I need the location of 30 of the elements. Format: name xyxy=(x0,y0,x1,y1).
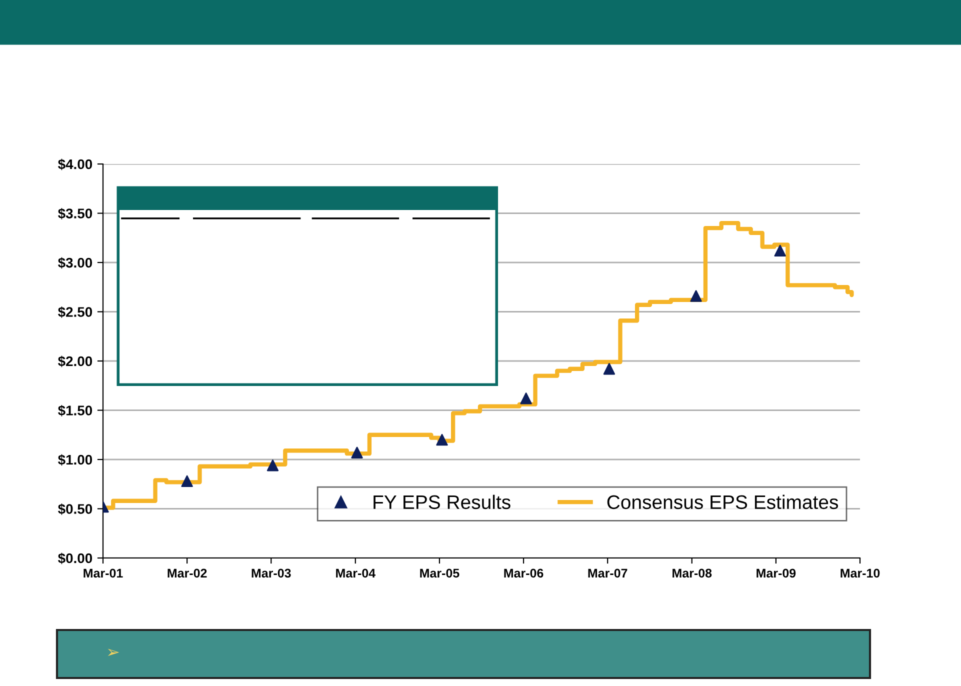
x-tick-label: Mar-01 xyxy=(84,568,123,578)
point xyxy=(520,392,532,404)
x-tick-label: Mar-09 xyxy=(756,568,796,578)
y-tick-label: $1.50 xyxy=(58,404,92,416)
x-tick-label: Mar-05 xyxy=(420,568,460,578)
x-tick-label: Mar-08 xyxy=(672,568,712,578)
y-tick-label: $2.00 xyxy=(58,356,92,368)
y-tick-label: $3.50 xyxy=(58,208,92,220)
x-tick-label: Mar-04 xyxy=(336,568,376,578)
x-tick-label: Mar-02 xyxy=(168,568,207,578)
x-tick-label: Mar-10 xyxy=(840,568,880,578)
legend-label: FY EPS Results xyxy=(374,494,510,510)
y-tick-label: $4.00 xyxy=(58,158,92,170)
point xyxy=(351,446,363,458)
point xyxy=(436,434,448,446)
y-tick-label: $3.00 xyxy=(58,257,92,269)
y-tick-label: $1.00 xyxy=(58,454,92,466)
x-tick-label: Mar-03 xyxy=(252,568,291,578)
x-tick-label: Mar-06 xyxy=(504,568,544,578)
y-tick-label: $0.50 xyxy=(58,503,92,515)
point xyxy=(181,475,193,488)
point xyxy=(603,363,616,375)
x-tick-label: Mar-07 xyxy=(588,568,628,578)
y-tick-label: $0.00 xyxy=(58,552,92,564)
text: ➢ xyxy=(108,648,120,656)
legend-label: Consensus EPS Estimates xyxy=(607,494,838,510)
point xyxy=(774,244,786,257)
point xyxy=(690,290,702,302)
y-tick-label: $2.50 xyxy=(58,306,92,318)
point xyxy=(266,460,279,472)
